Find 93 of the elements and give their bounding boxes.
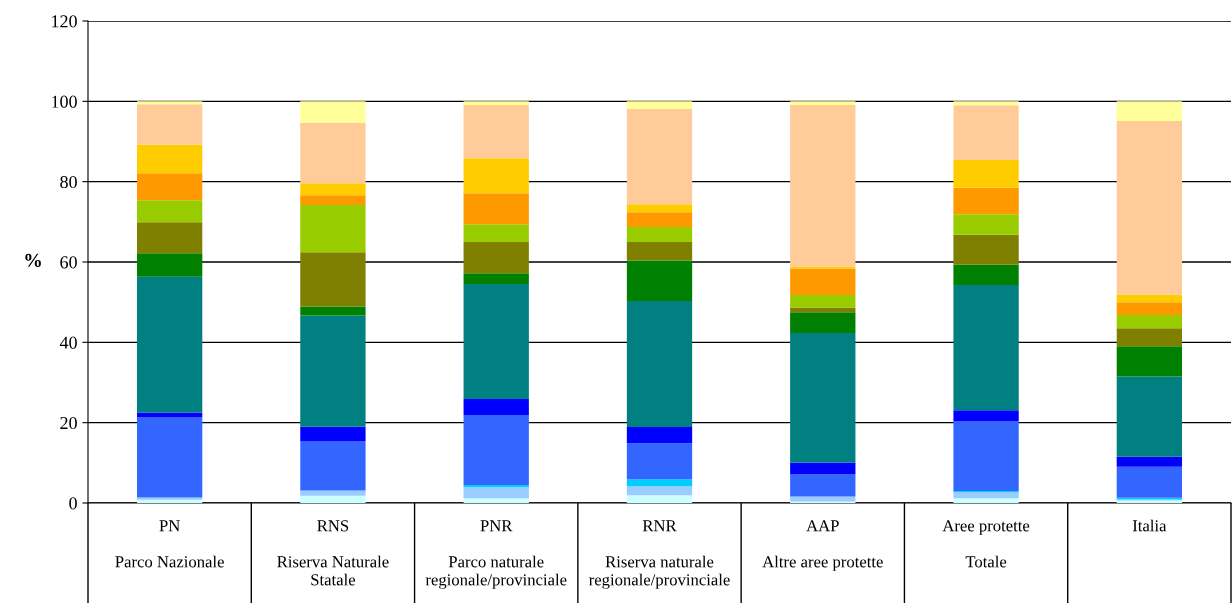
- bar: [463, 104, 529, 159]
- category-label: RNS Riserva Naturale Statale: [277, 520, 389, 586]
- bar: [790, 307, 856, 313]
- bar: [790, 266, 856, 269]
- category-label: PNR Parco naturale regionale/provinciale: [425, 520, 567, 589]
- bar: [300, 204, 366, 253]
- bar: [626, 108, 693, 205]
- bar: [626, 101, 693, 109]
- bar: [626, 204, 693, 213]
- bar: [136, 222, 203, 254]
- bar: [790, 101, 856, 105]
- bar: [463, 284, 529, 399]
- bar: [463, 398, 529, 416]
- bar: [463, 241, 529, 274]
- bar: [790, 333, 856, 463]
- bar: [790, 294, 856, 308]
- bar: [626, 241, 693, 261]
- bar: [953, 284, 1019, 411]
- bar: [1116, 302, 1183, 316]
- bar: [790, 312, 856, 334]
- bar: [790, 104, 856, 267]
- bar: [953, 498, 1019, 503]
- bar: [463, 498, 529, 503]
- bar: [953, 159, 1019, 188]
- bar: [1116, 376, 1183, 457]
- bar: [953, 234, 1019, 265]
- bar: [136, 144, 203, 174]
- y-tick-label: 20: [60, 416, 77, 430]
- bar: [626, 443, 693, 480]
- bar: [1116, 328, 1183, 347]
- bar: [463, 224, 529, 242]
- bar: [300, 183, 366, 196]
- bar: [136, 173, 203, 201]
- bar: [136, 276, 203, 413]
- category-label: PN Parco Nazionale: [115, 520, 224, 568]
- bar: [953, 214, 1019, 235]
- bar: [300, 315, 366, 427]
- bar: [1116, 294, 1183, 303]
- bar: [790, 462, 856, 475]
- bar: [136, 101, 203, 105]
- bar: [953, 187, 1019, 215]
- bar: [463, 415, 529, 485]
- bar: [953, 105, 1019, 160]
- y-axis-title: %: [25, 253, 41, 267]
- bar: [463, 487, 529, 499]
- bar: [790, 268, 856, 295]
- bar: [1116, 346, 1183, 377]
- bar: [1116, 121, 1183, 295]
- bar: [953, 101, 1019, 106]
- category-label: Aree protette Totale: [942, 520, 1030, 568]
- bar: [300, 441, 366, 491]
- y-tick-label: 60: [60, 256, 77, 269]
- bar: [1116, 315, 1183, 329]
- bar: [136, 253, 203, 277]
- bar: [1116, 466, 1183, 498]
- bar: [136, 200, 203, 223]
- bar: [953, 492, 1019, 499]
- bar: [1116, 101, 1183, 122]
- bar: [463, 193, 529, 225]
- bar: [136, 417, 203, 498]
- y-tick-label: 0: [69, 497, 77, 510]
- bar: [463, 158, 529, 194]
- y-tick-label: 120: [52, 15, 77, 28]
- bar: [300, 490, 366, 496]
- bar: [300, 101, 366, 124]
- category-label: AAP Altre aree protette: [762, 520, 883, 571]
- y-tick-label: 40: [59, 336, 77, 349]
- bar: [463, 101, 529, 105]
- bar: [300, 495, 366, 503]
- bar: [626, 486, 693, 496]
- bar: [300, 252, 366, 307]
- bar: [953, 264, 1019, 285]
- bar: [626, 212, 693, 228]
- x-tick-label: Italia: [1132, 519, 1167, 532]
- bar: [136, 104, 203, 145]
- bar: [626, 300, 693, 428]
- bar: [953, 421, 1019, 491]
- bar: [1116, 456, 1183, 467]
- bar: [953, 410, 1019, 422]
- bar: [626, 495, 693, 503]
- bar: [300, 195, 366, 205]
- bar: [790, 474, 856, 497]
- y-tick-label: 100: [52, 95, 77, 108]
- bar: [626, 427, 693, 444]
- bar: [626, 479, 693, 487]
- y-tick-label: 80: [60, 175, 77, 189]
- category-label: RNR Riserva naturale regionale/provinciale: [589, 520, 730, 589]
- bar: [300, 306, 366, 316]
- bar: [626, 227, 693, 242]
- bar: [300, 123, 366, 184]
- bar: [300, 426, 366, 442]
- bar: [463, 273, 529, 285]
- bar: [626, 260, 693, 301]
